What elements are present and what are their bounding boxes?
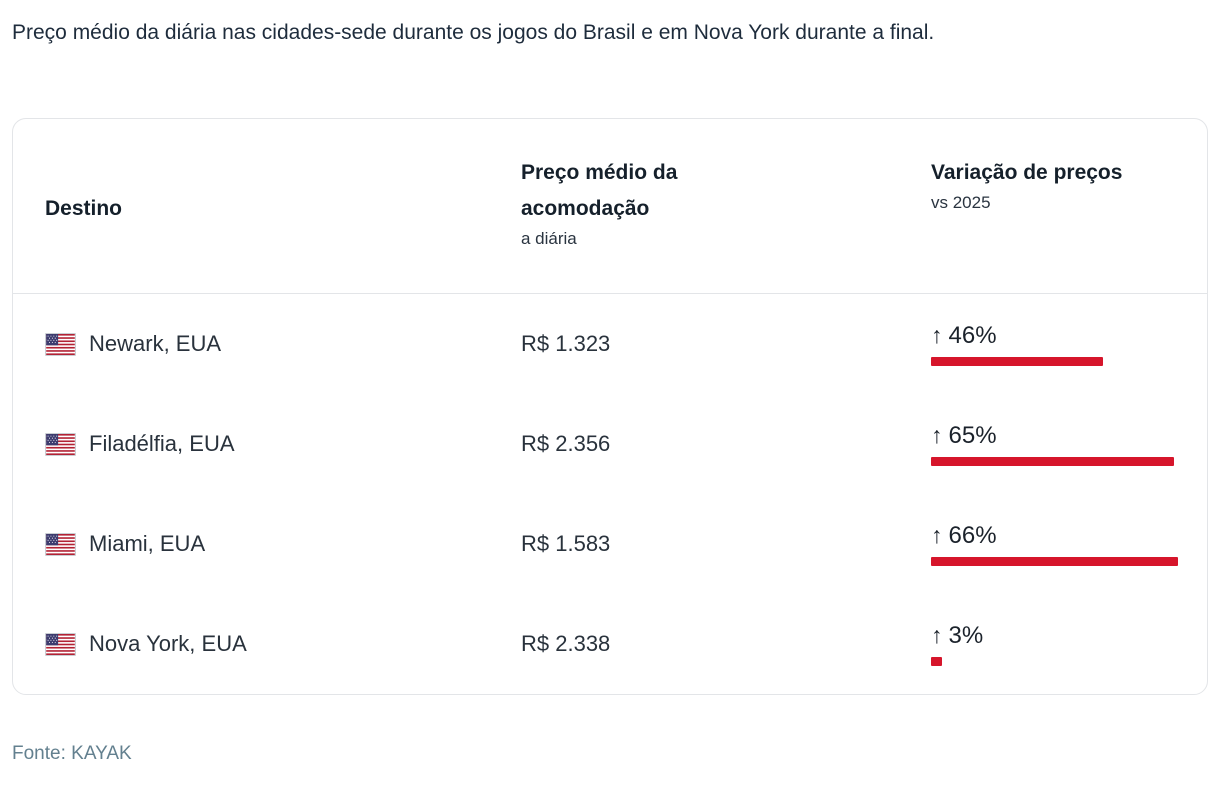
variation-line: ↑ 46% <box>931 322 997 350</box>
price-cell: R$ 2.356 <box>521 431 931 457</box>
price-cell: R$ 1.583 <box>521 531 931 557</box>
price-cell: R$ 1.323 <box>521 331 931 357</box>
table-body: Newark, EUA R$ 1.323 ↑ 46% <box>13 294 1207 694</box>
source-credit: Fonte: KAYAK <box>12 743 1208 765</box>
table-row: Nova York, EUA R$ 2.338 ↑ 3% <box>13 594 1207 694</box>
source-link[interactable]: KAYAK <box>71 743 132 764</box>
destination-header-label: Destino <box>45 197 123 220</box>
price-table-card: Destino Preço médio da acomodação a diár… <box>12 118 1208 695</box>
price-value: R$ 1.323 <box>521 331 611 356</box>
destination-label: Miami, EUA <box>89 531 206 556</box>
us-flag-icon <box>45 332 76 356</box>
infographic-page: Preço médio da diária nas cidades-sede d… <box>0 18 1220 765</box>
price-value: R$ 2.338 <box>521 631 611 656</box>
variation-bar <box>931 657 942 666</box>
page-title: Preço médio da diária nas cidades-sede d… <box>12 21 935 44</box>
variation-cell: ↑ 46% <box>931 322 1207 366</box>
up-arrow-icon: ↑ <box>931 322 943 348</box>
variation-cell: ↑ 66% <box>931 522 1207 566</box>
variation-value: 3% <box>948 622 984 649</box>
table-row: Filadélfia, EUA R$ 2.356 ↑ 65% <box>13 394 1207 494</box>
destination-label: Filadélfia, EUA <box>89 431 235 456</box>
up-arrow-icon: ↑ <box>931 522 943 548</box>
us-flag-icon <box>45 532 76 556</box>
variation-header-subtitle: vs 2025 <box>931 193 991 212</box>
price-value: R$ 2.356 <box>521 431 611 456</box>
destination-cell: Filadélfia, EUA <box>45 431 521 457</box>
column-header-variation: Variação de preços vs 2025 <box>931 155 1207 293</box>
variation-value: 66% <box>948 522 997 549</box>
destination-cell: Miami, EUA <box>45 531 521 557</box>
variation-value: 65% <box>948 422 997 449</box>
up-arrow-icon: ↑ <box>931 622 943 648</box>
destination-label: Nova York, EUA <box>89 631 247 656</box>
table-row: Miami, EUA R$ 1.583 ↑ 66% <box>13 494 1207 594</box>
column-header-destination: Destino <box>45 155 521 293</box>
price-value: R$ 1.583 <box>521 531 611 556</box>
variation-value: 46% <box>948 322 997 349</box>
price-header-subtitle: a diária <box>521 229 577 248</box>
us-flag-icon <box>45 632 76 656</box>
variation-header-label: Variação de preços <box>931 161 1123 184</box>
destination-cell: Nova York, EUA <box>45 631 521 657</box>
variation-bar <box>931 557 1178 566</box>
column-header-price: Preço médio da acomodação a diária <box>521 155 931 293</box>
variation-line: ↑ 66% <box>931 522 997 550</box>
source-label: Fonte: <box>12 743 72 764</box>
variation-cell: ↑ 65% <box>931 422 1207 466</box>
variation-bar <box>931 457 1174 466</box>
destination-cell: Newark, EUA <box>45 331 521 357</box>
variation-line: ↑ 65% <box>931 422 997 450</box>
price-cell: R$ 2.338 <box>521 631 931 657</box>
variation-cell: ↑ 3% <box>931 622 1207 666</box>
price-header-label: Preço médio da acomodação <box>521 161 678 220</box>
table-header-row: Destino Preço médio da acomodação a diár… <box>13 119 1207 294</box>
up-arrow-icon: ↑ <box>931 422 943 448</box>
variation-line: ↑ 3% <box>931 622 983 650</box>
us-flag-icon <box>45 432 76 456</box>
variation-bar <box>931 357 1103 366</box>
destination-label: Newark, EUA <box>89 331 222 356</box>
table-row: Newark, EUA R$ 1.323 ↑ 46% <box>13 294 1207 394</box>
